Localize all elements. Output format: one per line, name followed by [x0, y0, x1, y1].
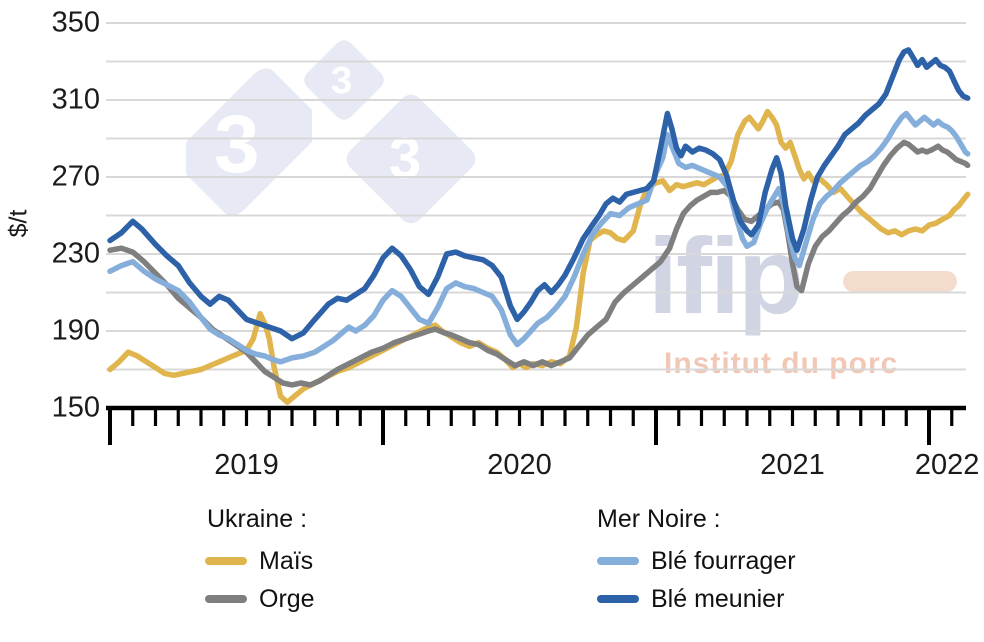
x-axis [106, 405, 966, 445]
series-line-orge [107, 139, 971, 388]
x-year-label: 2019 [214, 449, 279, 481]
legend-item-label: Orge [259, 584, 315, 613]
series-line-blé [107, 47, 971, 342]
y-tick-label: 310 [51, 83, 100, 116]
y-tick-label: 350 [51, 6, 100, 39]
legend-item-label: Maïs [259, 546, 314, 575]
legend-group-title: Ukraine : [207, 505, 308, 533]
legend-item-label: Blé fourrager [651, 546, 796, 575]
diamond-shape-icon [186, 68, 312, 216]
gridlines [106, 22, 966, 371]
ble-meunier-line-swatch-icon [597, 595, 639, 603]
y-tick-label: 190 [51, 314, 100, 347]
legend-item-label: Blé meunier [651, 584, 785, 613]
series-line-maïs [107, 108, 971, 405]
y-tick-label: 150 [51, 391, 100, 424]
watermark-three-glyph: 3 [331, 60, 353, 102]
series-line-blé [107, 110, 971, 365]
legend-group-title: Mer Noire : [597, 505, 721, 533]
ble-fourrager-line-swatch-icon [597, 557, 639, 565]
legend-item-ble-fourrager: Blé fourrager [597, 542, 796, 580]
legend-item-orge: Orge [205, 580, 315, 618]
watermark-three-glyph: 3 [214, 99, 260, 190]
ifip-subtitle-watermark: Institut du porc [664, 347, 899, 380]
3tres3-diamond-watermark: 3 [186, 52, 312, 232]
x-year-label: 2020 [487, 449, 552, 481]
legend-group-ukraine: Ukraine : Maïs Orge [205, 505, 315, 618]
legend-item-mais: Maïs [205, 542, 315, 580]
orge-line-swatch-icon [205, 595, 247, 603]
ifip-dash-icon [843, 271, 957, 292]
y-tick-label: 270 [51, 160, 100, 193]
x-year-label: 2022 [914, 449, 980, 481]
y-tick-label: 230 [51, 237, 100, 270]
mais-line-swatch-icon [205, 557, 247, 565]
legend-group-mer-noire: Mer Noire : Blé fourrager Blé meunier [597, 505, 796, 618]
legend-item-ble-meunier: Blé meunier [597, 580, 796, 618]
data-series-lines [107, 47, 971, 405]
diamond-shape-icon [346, 94, 476, 224]
x-year-label: 2021 [760, 449, 825, 481]
